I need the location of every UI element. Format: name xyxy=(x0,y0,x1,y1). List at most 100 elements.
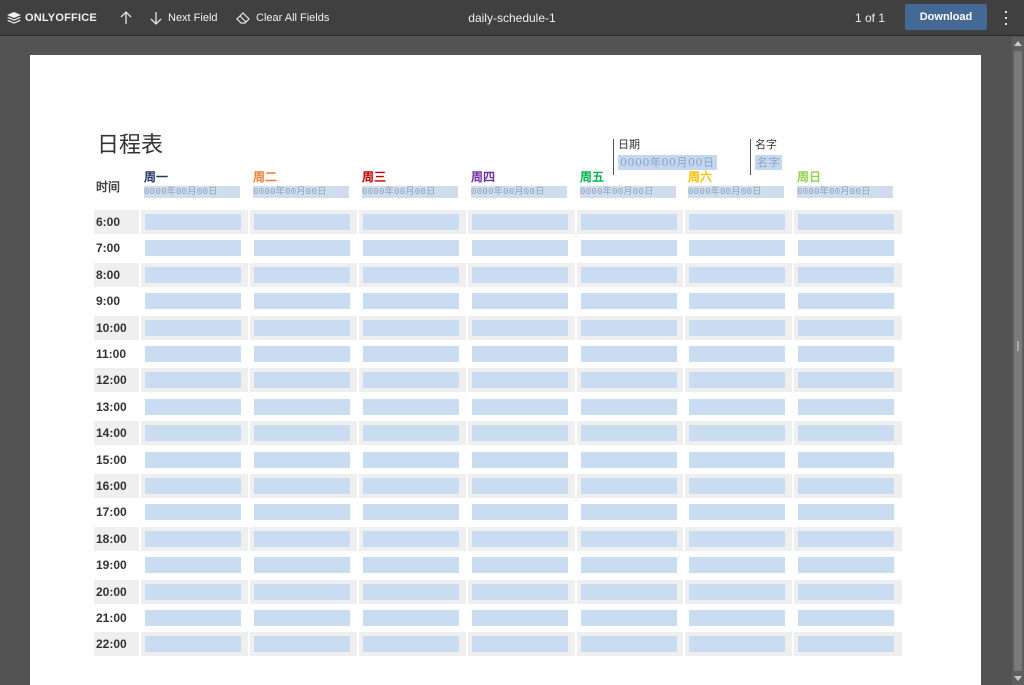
schedule-cell-field[interactable] xyxy=(798,266,894,283)
download-button[interactable]: Download xyxy=(905,4,987,30)
schedule-cell-field[interactable] xyxy=(689,451,785,468)
schedule-cell-field[interactable] xyxy=(581,504,677,521)
schedule-cell-field[interactable] xyxy=(254,530,350,547)
schedule-cell-field[interactable] xyxy=(145,636,241,653)
schedule-cell-field[interactable] xyxy=(472,266,568,283)
schedule-cell-field[interactable] xyxy=(689,398,785,415)
schedule-cell-field[interactable] xyxy=(472,451,568,468)
date-field[interactable]: 0000年00月00日 xyxy=(618,155,717,170)
schedule-cell-field[interactable] xyxy=(145,398,241,415)
schedule-cell-field[interactable] xyxy=(472,530,568,547)
day-date-field[interactable]: 0000年00月00日 xyxy=(797,186,893,198)
schedule-cell-field[interactable] xyxy=(472,293,568,310)
schedule-cell-field[interactable] xyxy=(689,319,785,336)
schedule-cell-field[interactable] xyxy=(472,557,568,574)
schedule-cell-field[interactable] xyxy=(145,425,241,442)
schedule-cell-field[interactable] xyxy=(145,557,241,574)
day-date-field[interactable]: 0000年00月00日 xyxy=(580,186,676,198)
schedule-cell-field[interactable] xyxy=(363,478,459,494)
schedule-cell-field[interactable] xyxy=(254,557,350,574)
schedule-cell-field[interactable] xyxy=(145,319,241,336)
schedule-cell-field[interactable] xyxy=(689,214,785,230)
schedule-cell-field[interactable] xyxy=(689,346,785,362)
previous-field-button[interactable] xyxy=(117,0,135,36)
schedule-cell-field[interactable] xyxy=(472,636,568,653)
schedule-cell-field[interactable] xyxy=(254,425,350,442)
schedule-cell-field[interactable] xyxy=(363,610,459,626)
schedule-cell-field[interactable] xyxy=(581,425,677,442)
schedule-cell-field[interactable] xyxy=(363,372,459,389)
scroll-thumb[interactable] xyxy=(1014,51,1022,671)
schedule-cell-field[interactable] xyxy=(254,610,350,626)
schedule-cell-field[interactable] xyxy=(798,557,894,574)
schedule-cell-field[interactable] xyxy=(145,266,241,283)
day-date-field[interactable]: 0000年00月00日 xyxy=(688,186,784,198)
schedule-cell-field[interactable] xyxy=(472,583,568,600)
schedule-cell-field[interactable] xyxy=(363,293,459,310)
schedule-cell-field[interactable] xyxy=(254,398,350,415)
schedule-cell-field[interactable] xyxy=(472,504,568,521)
schedule-cell-field[interactable] xyxy=(798,478,894,494)
onlyoffice-logo[interactable]: ONLYOFFICE xyxy=(7,0,97,36)
schedule-cell-field[interactable] xyxy=(363,557,459,574)
schedule-cell-field[interactable] xyxy=(581,346,677,362)
day-date-field[interactable]: 0000年00月00日 xyxy=(144,186,240,198)
schedule-cell-field[interactable] xyxy=(472,214,568,230)
schedule-cell-field[interactable] xyxy=(145,293,241,310)
more-menu-icon[interactable] xyxy=(998,9,1014,27)
day-date-field[interactable]: 0000年00月00日 xyxy=(471,186,567,198)
schedule-cell-field[interactable] xyxy=(689,557,785,574)
schedule-cell-field[interactable] xyxy=(254,504,350,521)
schedule-cell-field[interactable] xyxy=(798,214,894,230)
schedule-cell-field[interactable] xyxy=(689,636,785,653)
clear-all-fields-button[interactable]: Clear All Fields xyxy=(236,0,329,36)
schedule-cell-field[interactable] xyxy=(363,319,459,336)
schedule-cell-field[interactable] xyxy=(798,425,894,442)
schedule-cell-field[interactable] xyxy=(254,636,350,653)
schedule-cell-field[interactable] xyxy=(363,214,459,230)
schedule-cell-field[interactable] xyxy=(581,214,677,230)
schedule-cell-field[interactable] xyxy=(363,266,459,283)
schedule-cell-field[interactable] xyxy=(472,610,568,626)
schedule-cell-field[interactable] xyxy=(363,530,459,547)
schedule-cell-field[interactable] xyxy=(254,583,350,600)
schedule-cell-field[interactable] xyxy=(581,319,677,336)
schedule-cell-field[interactable] xyxy=(581,610,677,626)
schedule-cell-field[interactable] xyxy=(689,610,785,626)
schedule-cell-field[interactable] xyxy=(581,266,677,283)
day-date-field[interactable]: 0000年00月00日 xyxy=(362,186,458,198)
name-field[interactable]: 名字 xyxy=(755,155,782,170)
schedule-cell-field[interactable] xyxy=(581,583,677,600)
schedule-cell-field[interactable] xyxy=(689,293,785,310)
schedule-cell-field[interactable] xyxy=(581,293,677,310)
schedule-cell-field[interactable] xyxy=(798,293,894,310)
schedule-cell-field[interactable] xyxy=(581,398,677,415)
schedule-cell-field[interactable] xyxy=(254,372,350,389)
schedule-cell-field[interactable] xyxy=(363,504,459,521)
schedule-cell-field[interactable] xyxy=(798,240,894,257)
schedule-cell-field[interactable] xyxy=(363,451,459,468)
schedule-cell-field[interactable] xyxy=(798,398,894,415)
schedule-cell-field[interactable] xyxy=(798,583,894,600)
schedule-cell-field[interactable] xyxy=(689,530,785,547)
schedule-cell-field[interactable] xyxy=(798,451,894,468)
schedule-cell-field[interactable] xyxy=(798,504,894,521)
schedule-cell-field[interactable] xyxy=(798,636,894,653)
schedule-cell-field[interactable] xyxy=(363,636,459,653)
schedule-cell-field[interactable] xyxy=(581,451,677,468)
schedule-cell-field[interactable] xyxy=(254,451,350,468)
schedule-cell-field[interactable] xyxy=(254,319,350,336)
schedule-cell-field[interactable] xyxy=(363,583,459,600)
schedule-cell-field[interactable] xyxy=(798,372,894,389)
schedule-cell-field[interactable] xyxy=(689,266,785,283)
next-field-button[interactable]: Next Field xyxy=(150,0,218,36)
schedule-cell-field[interactable] xyxy=(145,240,241,257)
schedule-cell-field[interactable] xyxy=(689,240,785,257)
schedule-cell-field[interactable] xyxy=(798,530,894,547)
schedule-cell-field[interactable] xyxy=(145,610,241,626)
schedule-cell-field[interactable] xyxy=(798,610,894,626)
schedule-cell-field[interactable] xyxy=(581,372,677,389)
schedule-cell-field[interactable] xyxy=(472,240,568,257)
schedule-cell-field[interactable] xyxy=(581,636,677,653)
schedule-cell-field[interactable] xyxy=(689,372,785,389)
